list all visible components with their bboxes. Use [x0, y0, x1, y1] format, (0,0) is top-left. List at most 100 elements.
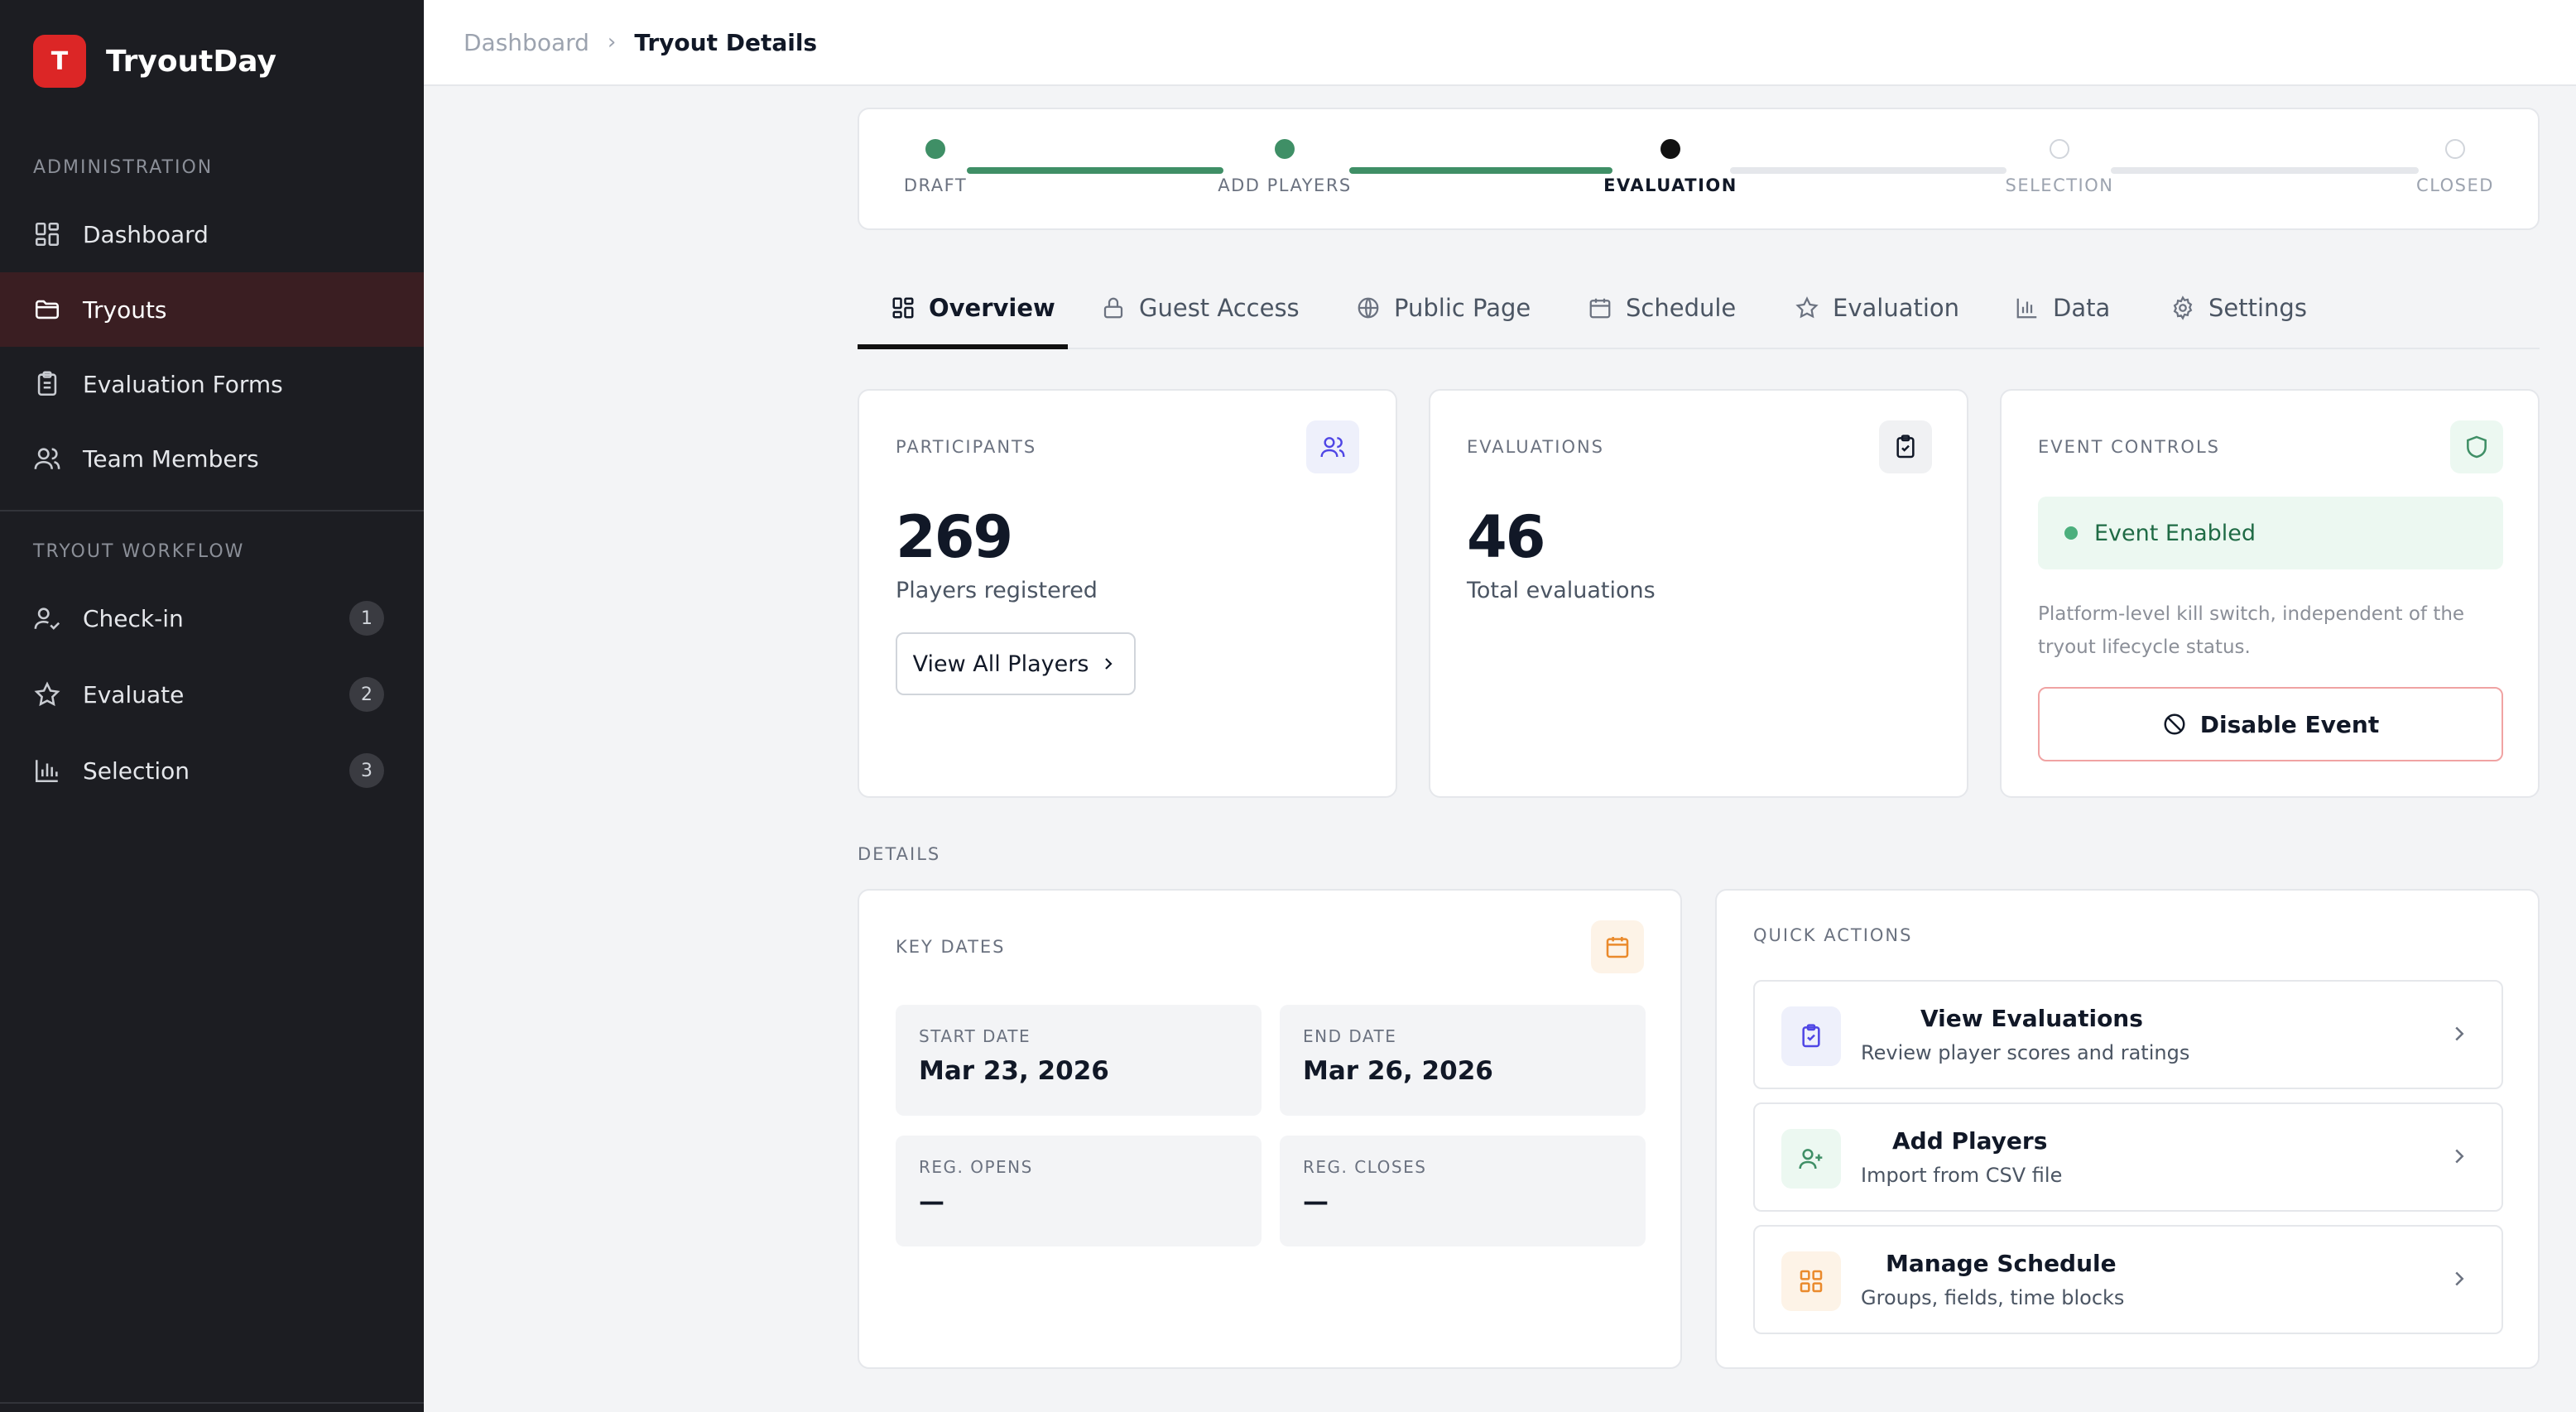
tab-label: Guest Access — [1139, 294, 1300, 322]
event-controls-description: Platform-level kill switch, independent … — [2038, 603, 2465, 658]
star-icon — [34, 681, 60, 707]
action-title: Manage Schedule — [1886, 1250, 2117, 1277]
tab-label: Settings — [2208, 294, 2307, 322]
tab-settings[interactable]: Settings — [2170, 267, 2307, 349]
brand-name: TryoutDay — [106, 44, 276, 79]
sidebar-item-check-in[interactable]: Check-in 1 — [0, 581, 424, 656]
grid-icon — [1781, 1251, 1841, 1311]
view-evaluations-action[interactable]: View Evaluations Review player scores an… — [1753, 980, 2503, 1089]
card-label: PARTICIPANTS — [896, 437, 1037, 457]
evaluations-caption: Total evaluations — [1467, 578, 1656, 603]
step-connector — [1349, 167, 1612, 174]
field-label: REG. CLOSES — [1303, 1157, 1427, 1177]
participants-card: PARTICIPANTS 269 Players registered View… — [858, 389, 1397, 798]
card-label: KEY DATES — [896, 937, 1006, 957]
calendar-icon — [1591, 920, 1644, 973]
card-label: EVALUATIONS — [1467, 437, 1605, 457]
card-label: EVENT CONTROLS — [2038, 437, 2220, 457]
chevron-right-icon — [2455, 1026, 2464, 1041]
evaluations-count: 46 — [1467, 503, 1545, 571]
users-icon — [1306, 420, 1359, 473]
chevron-right-icon — [2455, 1271, 2464, 1286]
status-dot — [2064, 526, 2078, 540]
tab-label: Evaluation — [1833, 294, 1960, 322]
breadcrumb: Dashboard › Tryout Details — [424, 0, 2576, 86]
participants-count: 269 — [896, 503, 1013, 571]
sidebar-item-label: Tryouts — [83, 295, 167, 324]
step-dot-draft — [925, 139, 945, 159]
section-label-workflow: TRYOUT WORKFLOW — [33, 541, 245, 562]
brand[interactable]: T TryoutDay — [0, 0, 424, 122]
sidebar-item-selection[interactable]: Selection 3 — [0, 733, 424, 808]
count-badge: 1 — [349, 601, 384, 636]
tab-data[interactable]: Data — [2015, 267, 2110, 349]
breadcrumb-current: Tryout Details — [634, 28, 818, 56]
sidebar-item-team-members[interactable]: Team Members — [0, 421, 424, 496]
chevron-right-icon — [2455, 1149, 2464, 1164]
gear-icon — [2173, 295, 2193, 320]
dashboard-icon — [35, 222, 60, 247]
add-players-action[interactable]: Add Players Import from CSV file — [1753, 1102, 2503, 1212]
step-connector — [1730, 167, 2006, 174]
disable-event-button[interactable]: Disable Event — [2038, 687, 2503, 761]
step-connector — [967, 167, 1223, 174]
quick-actions-card: QUICK ACTIONS View Evaluations Review pl… — [1715, 889, 2540, 1369]
grid-icon — [892, 297, 914, 319]
event-controls-card: EVENT CONTROLS Event Enabled Platform-le… — [2000, 389, 2540, 798]
tab-overview[interactable]: Overview — [891, 267, 1055, 349]
breadcrumb-dashboard-link[interactable]: Dashboard — [464, 28, 589, 56]
action-subtitle: Import from CSV file — [1861, 1164, 2063, 1187]
step-label-selection: SELECTION — [2005, 175, 2114, 195]
users-icon — [34, 448, 60, 469]
field-label: REG. OPENS — [919, 1157, 1033, 1177]
sidebar-item-evaluate[interactable]: Evaluate 2 — [0, 657, 424, 732]
tab-label: Data — [2053, 294, 2111, 322]
lifecycle-stepper: DRAFT ADD PLAYERS EVALUATION SELECTION C… — [858, 108, 2540, 230]
tab-schedule[interactable]: Schedule — [1588, 267, 1736, 349]
start-date-field: START DATE Mar 23, 2026 — [896, 1005, 1262, 1116]
tab-label: Schedule — [1626, 294, 1737, 322]
folder-icon — [35, 300, 60, 319]
section-label-details: DETAILS — [858, 844, 941, 864]
count-badge: 2 — [349, 677, 384, 712]
brand-logo: T — [33, 35, 86, 88]
action-subtitle: Review player scores and ratings — [1861, 1041, 2190, 1064]
sidebar-item-dashboard[interactable]: Dashboard — [0, 197, 424, 271]
field-value: — — [1303, 1187, 1329, 1217]
bar-chart-icon — [35, 760, 58, 783]
end-date-field: END DATE Mar 26, 2026 — [1280, 1005, 1646, 1116]
tab-guest-access[interactable]: Guest Access — [1101, 267, 1300, 349]
field-value: Mar 26, 2026 — [1303, 1056, 1493, 1086]
step-label-draft: DRAFT — [903, 175, 968, 195]
sidebar-item-label: Dashboard — [83, 220, 209, 248]
calendar-icon — [1589, 298, 1611, 319]
action-title: Add Players — [1892, 1127, 2048, 1155]
step-label-add-players: ADD PLAYERS — [1218, 175, 1352, 195]
step-connector — [2111, 167, 2419, 174]
field-label: END DATE — [1303, 1026, 1397, 1046]
reg-closes-field: REG. CLOSES — — [1280, 1136, 1646, 1246]
field-value: Mar 23, 2026 — [919, 1056, 1109, 1086]
chevron-right-icon — [1105, 658, 1113, 670]
tab-evaluation[interactable]: Evaluation — [1795, 267, 1959, 349]
manage-schedule-action[interactable]: Manage Schedule Groups, fields, time blo… — [1753, 1225, 2503, 1334]
field-value: — — [919, 1187, 944, 1217]
bar-chart-icon — [2016, 298, 2037, 319]
reg-opens-field: REG. OPENS — — [896, 1136, 1262, 1246]
tab-public-page[interactable]: Public Page — [1356, 267, 1531, 349]
count-badge: 3 — [349, 753, 384, 788]
tab-label: Overview — [929, 294, 1055, 322]
lock-icon — [1103, 297, 1123, 319]
step-dot-selection — [2050, 139, 2069, 159]
sidebar-item-label: Evaluate — [83, 680, 185, 708]
tab-label: Public Page — [1394, 294, 1531, 322]
sidebar-item-evaluation-forms[interactable]: Evaluation Forms — [0, 347, 424, 421]
user-plus-icon — [1781, 1129, 1841, 1189]
step-dot-closed — [2445, 139, 2465, 159]
globe-icon — [1358, 297, 1379, 319]
ban-icon — [2164, 713, 2185, 735]
view-all-players-button[interactable]: View All Players — [896, 632, 1136, 695]
sidebar-item-tryouts[interactable]: Tryouts — [0, 272, 424, 347]
sidebar-divider — [0, 510, 424, 511]
sidebar-item-label: Team Members — [83, 444, 259, 473]
